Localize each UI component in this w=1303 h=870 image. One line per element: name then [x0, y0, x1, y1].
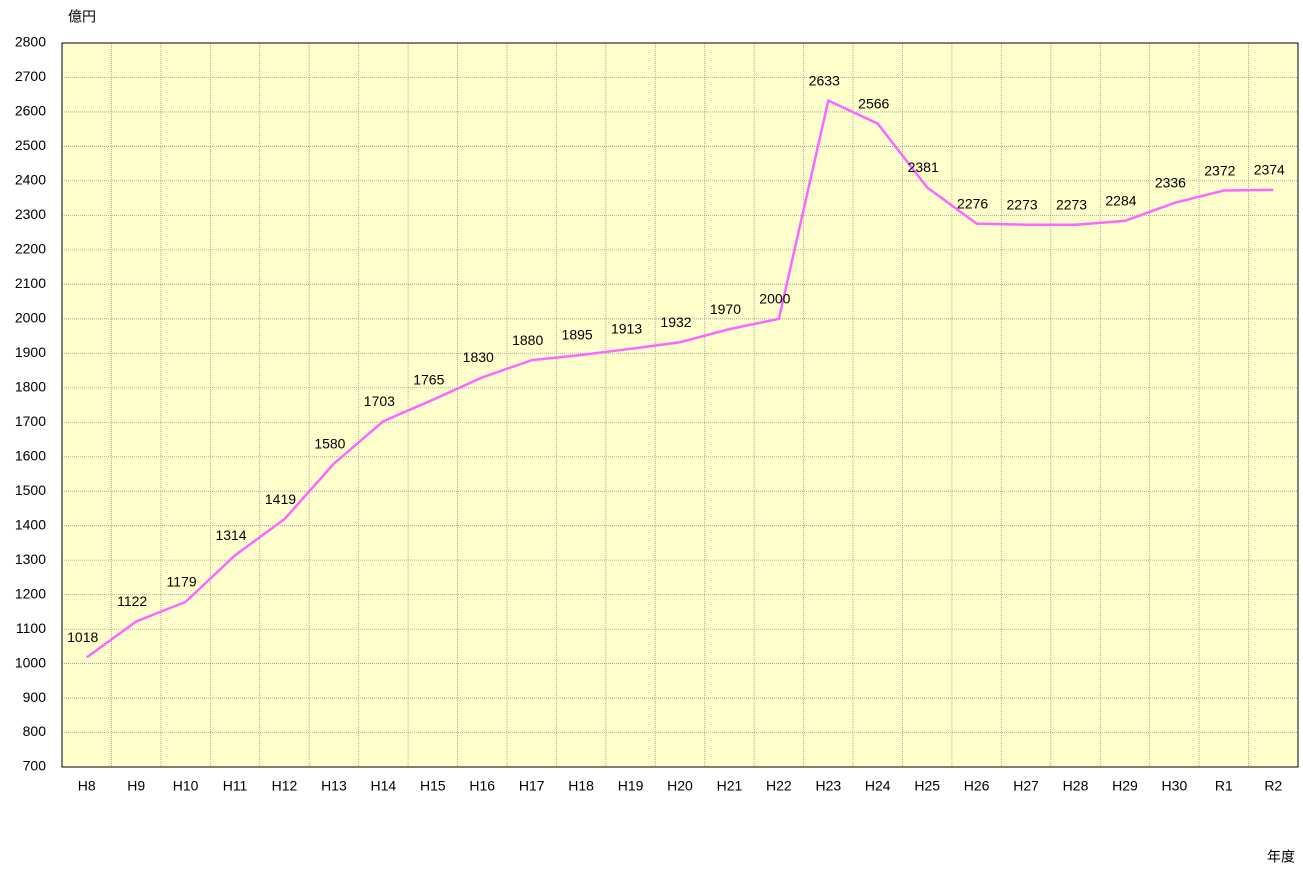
y-tick-label: 1100 [16, 620, 46, 636]
y-tick-label: 1000 [15, 654, 46, 670]
data-label: 2273 [1056, 196, 1087, 212]
data-label: 1913 [611, 321, 642, 337]
data-label: 2000 [759, 291, 790, 307]
x-tick-label: H15 [420, 778, 446, 794]
data-label: 2374 [1254, 162, 1285, 178]
x-tick-label: H23 [815, 778, 841, 794]
x-tick-label: H11 [223, 778, 248, 794]
y-tick-label: 1500 [15, 482, 46, 498]
x-tick-label: H24 [865, 778, 891, 794]
data-label: 1765 [413, 372, 444, 388]
plot-border [61, 42, 1299, 768]
data-label: 1419 [265, 491, 296, 507]
x-tick-label: R2 [1264, 778, 1282, 794]
plot-background [62, 43, 1298, 767]
y-axis-label: 億円 [68, 9, 96, 25]
data-label: 1314 [215, 527, 246, 543]
data-label: 2633 [809, 72, 840, 88]
y-tick-label: 2200 [15, 241, 46, 257]
data-label: 1018 [67, 629, 98, 645]
x-tick-label: H28 [1063, 778, 1089, 794]
x-tick-label: H20 [667, 778, 693, 794]
x-tick-label: H18 [568, 778, 594, 794]
data-label: 1970 [710, 301, 741, 317]
data-label: 1703 [364, 393, 395, 409]
x-tick-label: H16 [469, 778, 495, 794]
x-tick-label: R1 [1215, 778, 1233, 794]
data-label: 1122 [117, 593, 147, 609]
x-tick-label: H14 [371, 778, 397, 794]
x-tick-label: H27 [1013, 778, 1039, 794]
data-label: 2284 [1105, 193, 1136, 209]
y-tick-label: 2400 [15, 172, 46, 188]
x-tick-label: H30 [1162, 778, 1188, 794]
x-tick-label: H26 [964, 778, 990, 794]
data-label: 1580 [314, 435, 345, 451]
y-tick-label: 900 [23, 689, 47, 705]
x-tick-label: H21 [717, 778, 743, 794]
y-tick-label: 2300 [15, 206, 46, 222]
x-tick-label: H9 [127, 778, 145, 794]
data-label: 1179 [167, 574, 197, 590]
y-tick-label: 2100 [15, 275, 46, 291]
y-tick-label: 2800 [15, 34, 46, 50]
x-tick-label: H25 [914, 778, 940, 794]
data-label: 2566 [858, 95, 889, 111]
x-tick-label: H19 [618, 778, 644, 794]
data-label: 2336 [1155, 175, 1186, 191]
y-tick-label: 2700 [15, 68, 46, 84]
y-tick-label: 700 [23, 758, 47, 774]
y-tick-label: 800 [23, 723, 47, 739]
y-tick-label: 1200 [15, 585, 46, 601]
data-label: 2381 [908, 159, 939, 175]
data-label: 2276 [957, 195, 988, 211]
x-tick-label: H29 [1112, 778, 1138, 794]
x-tick-label: H22 [766, 778, 792, 794]
data-label: 2372 [1204, 162, 1235, 178]
x-tick-label: H13 [321, 778, 347, 794]
data-line [85, 98, 1274, 659]
y-tick-label: 1600 [15, 447, 46, 463]
data-label: 1932 [660, 314, 691, 330]
data-label: 1880 [512, 332, 543, 348]
y-tick-label: 1700 [15, 413, 46, 429]
y-tick-label: 1300 [15, 551, 46, 567]
y-tick-label: 1400 [15, 516, 46, 532]
y-tick-label: 1900 [15, 344, 46, 360]
x-tick-label: H10 [173, 778, 199, 794]
x-tick-label: H8 [78, 778, 96, 794]
x-axis-label: 年度 [1267, 849, 1295, 865]
data-label: 1830 [463, 349, 494, 365]
y-tick-label: 2600 [15, 103, 46, 119]
y-tick-label: 2000 [15, 310, 46, 326]
data-label: 2273 [1007, 196, 1038, 212]
y-tick-label: 2500 [15, 137, 46, 153]
x-tick-label: H17 [519, 778, 545, 794]
y-tick-label: 1800 [15, 378, 46, 394]
data-label: 1895 [562, 327, 593, 343]
x-tick-label: H12 [272, 778, 298, 794]
